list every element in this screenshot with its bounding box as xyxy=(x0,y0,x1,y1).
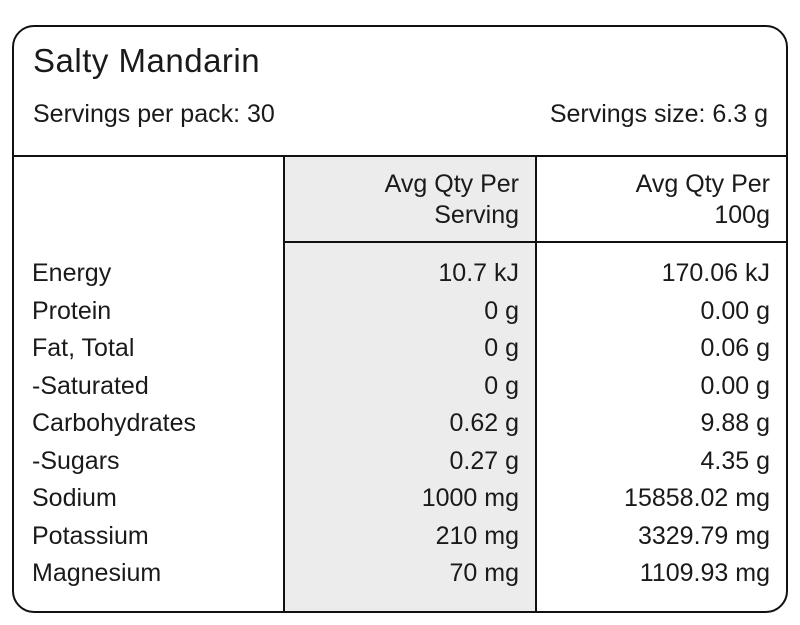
value-per-serving: 70 mg xyxy=(449,559,519,588)
nutrition-panel: Salty Mandarin Servings per pack: 30 Ser… xyxy=(12,25,788,613)
nutrient-label: Sodium xyxy=(32,484,117,513)
value-per-100g: 0.00 g xyxy=(700,371,770,400)
value-per-serving: 0 g xyxy=(484,334,519,363)
panel-header: Salty Mandarin Servings per pack: 30 Ser… xyxy=(14,27,786,155)
nutrient-label: Magnesium xyxy=(32,559,162,588)
col-header-per-serving-line1: Avg Qty Per xyxy=(384,170,519,198)
value-per-serving: 10.7 kJ xyxy=(438,259,519,288)
servings-per-pack-value: 30 xyxy=(247,100,275,128)
servings-per-pack: Servings per pack: 30 xyxy=(33,100,275,129)
col-header-per-serving: Avg Qty Per Serving xyxy=(283,157,537,243)
value-per-100g: 4.35 g xyxy=(700,446,770,475)
nutrition-table: Avg Qty Per Serving Avg Qty Per 100g Ene… xyxy=(14,155,786,611)
col-header-per-serving-line2: Serving xyxy=(434,201,519,229)
value-per-100g: 1109.93 mg xyxy=(639,559,770,588)
nutrient-label: -Saturated xyxy=(32,371,149,400)
value-per-100g: 9.88 g xyxy=(700,409,770,438)
header-spacer-cell xyxy=(14,157,283,243)
value-per-100g: 3329.79 mg xyxy=(637,521,770,550)
nutrient-label-column: Energy Protein Fat, Total -Saturated Car… xyxy=(14,243,283,611)
nutrient-label: -Sugars xyxy=(32,446,120,475)
nutrient-label: Protein xyxy=(32,296,112,325)
value-per-serving: 0 g xyxy=(484,296,519,325)
value-per-100g: 0.06 g xyxy=(700,334,770,363)
nutrient-label: Energy xyxy=(32,259,112,288)
serving-size-value: 6.3 g xyxy=(712,100,768,128)
servings-per-pack-label: Servings per pack: xyxy=(33,100,241,128)
nutrient-label: Fat, Total xyxy=(32,334,135,363)
value-per-serving: 0.27 g xyxy=(449,446,519,475)
value-per-serving: 210 mg xyxy=(435,521,519,550)
value-per-100g: 15858.02 mg xyxy=(624,484,770,513)
value-per-serving: 0 g xyxy=(484,371,519,400)
servings-row: Servings per pack: 30 Servings size: 6.3… xyxy=(33,100,768,129)
nutrient-label: Potassium xyxy=(32,521,149,550)
per-serving-column: 10.7 kJ 0 g 0 g 0 g 0.62 g 0.27 g 1000 m… xyxy=(283,243,537,611)
value-per-serving: 0.62 g xyxy=(449,409,519,438)
serving-size-label: Servings size: xyxy=(549,100,706,128)
serving-size: Servings size: 6.3 g xyxy=(550,100,768,129)
nutrient-label: Carbohydrates xyxy=(32,409,196,438)
col-header-per-100g-line1: Avg Qty Per xyxy=(635,170,770,198)
col-header-per-100g-line2: 100g xyxy=(714,201,770,229)
value-per-100g: 170.06 kJ xyxy=(661,259,770,288)
value-per-100g: 0.00 g xyxy=(700,296,770,325)
per-100g-column: 170.06 kJ 0.00 g 0.06 g 0.00 g 9.88 g 4.… xyxy=(537,243,786,611)
value-per-serving: 1000 mg xyxy=(421,484,519,513)
col-header-per-100g: Avg Qty Per 100g xyxy=(537,157,786,243)
product-title: Salty Mandarin xyxy=(33,42,261,79)
